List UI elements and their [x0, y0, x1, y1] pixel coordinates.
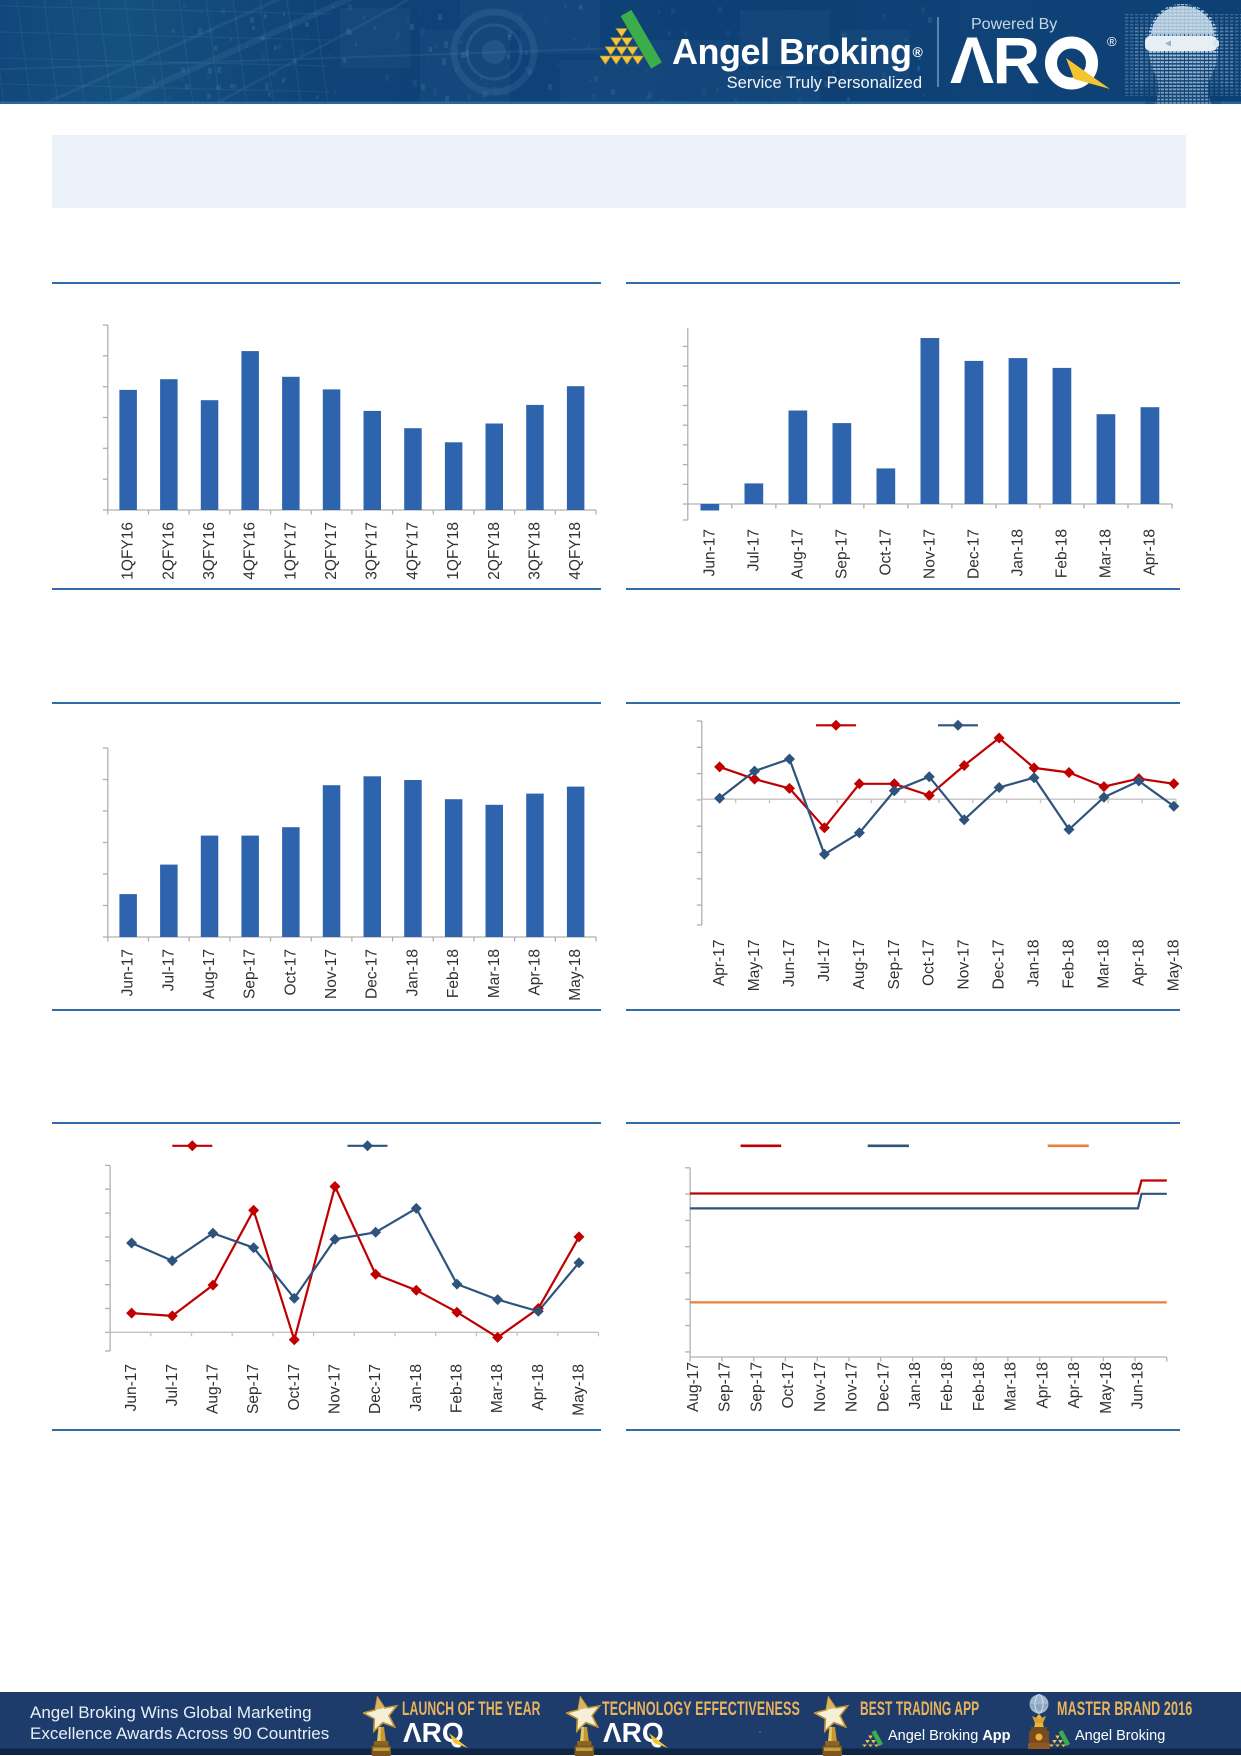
svg-text:Sep-17: Sep-17 [886, 940, 903, 990]
svg-text:Aug-17: Aug-17 [789, 529, 806, 579]
svg-text:Jun-17: Jun-17 [123, 1364, 140, 1411]
svg-text:1QFY17: 1QFY17 [282, 522, 299, 580]
svg-text:Jun-17: Jun-17 [701, 529, 718, 576]
svg-text:Feb-18: Feb-18 [448, 1364, 465, 1413]
svg-text:Jan-18: Jan-18 [404, 949, 421, 996]
svg-text:1QFY18: 1QFY18 [445, 522, 462, 580]
svg-text:Apr-18: Apr-18 [530, 1364, 547, 1411]
svg-text:Sep-17: Sep-17 [748, 1362, 765, 1412]
svg-text:Mar-18: Mar-18 [1097, 529, 1114, 578]
svg-text:Aug-17: Aug-17 [685, 1362, 702, 1412]
svg-text:Oct-17: Oct-17 [286, 1364, 303, 1411]
svg-text:Mar-18: Mar-18 [1003, 1362, 1020, 1411]
svg-text:Oct-17: Oct-17 [780, 1362, 797, 1409]
svg-text:Apr-18: Apr-18 [1141, 529, 1158, 576]
svg-text:Sep-17: Sep-17 [717, 1362, 734, 1412]
svg-text:Mar-18: Mar-18 [489, 1364, 506, 1413]
svg-text:Jan-18: Jan-18 [1026, 940, 1043, 987]
svg-text:Dec-17: Dec-17 [875, 1362, 892, 1412]
svg-text:Nov-17: Nov-17 [956, 940, 973, 990]
svg-text:Aug-17: Aug-17 [201, 949, 218, 999]
svg-text:Nov-17: Nov-17 [921, 529, 938, 579]
svg-text:3QFY17: 3QFY17 [364, 522, 381, 580]
svg-text:Nov-17: Nov-17 [812, 1362, 829, 1412]
svg-text:2QFY18: 2QFY18 [486, 522, 503, 580]
svg-text:Feb-18: Feb-18 [971, 1362, 988, 1411]
svg-text:Oct-17: Oct-17 [877, 529, 894, 576]
svg-text:Jul-17: Jul-17 [745, 529, 762, 571]
svg-text:Apr-18: Apr-18 [1034, 1362, 1051, 1409]
svg-text:Jul-17: Jul-17 [160, 949, 177, 991]
svg-text:Dec-17: Dec-17 [367, 1364, 384, 1414]
svg-text:Jun-17: Jun-17 [781, 940, 798, 987]
svg-text:Aug-17: Aug-17 [851, 940, 868, 990]
svg-text:4QFY17: 4QFY17 [404, 522, 421, 580]
svg-text:Feb-18: Feb-18 [1061, 940, 1078, 989]
svg-text:Jan-18: Jan-18 [408, 1364, 425, 1411]
svg-text:May-18: May-18 [570, 1364, 587, 1416]
svg-text:Apr-18: Apr-18 [1130, 940, 1147, 987]
svg-text:2QFY16: 2QFY16 [160, 522, 177, 580]
svg-text:4QFY16: 4QFY16 [242, 522, 259, 580]
svg-text:Jun-18: Jun-18 [1130, 1362, 1147, 1409]
svg-text:Apr-18: Apr-18 [526, 949, 543, 996]
svg-text:Apr-18: Apr-18 [1066, 1362, 1083, 1409]
svg-text:Oct-17: Oct-17 [282, 949, 299, 996]
svg-text:Feb-18: Feb-18 [1053, 529, 1070, 578]
svg-text:Aug-17: Aug-17 [204, 1364, 221, 1414]
svg-text:Sep-17: Sep-17 [242, 949, 259, 999]
svg-text:Feb-18: Feb-18 [445, 949, 462, 998]
svg-text:Sep-17: Sep-17 [245, 1364, 262, 1414]
svg-text:Dec-17: Dec-17 [965, 529, 982, 579]
svg-text:Jan-18: Jan-18 [1009, 529, 1026, 576]
svg-text:May-18: May-18 [567, 949, 584, 1001]
svg-text:Feb-18: Feb-18 [939, 1362, 956, 1411]
svg-text:4QFY18: 4QFY18 [567, 522, 584, 580]
svg-text:May-18: May-18 [1098, 1362, 1115, 1414]
svg-text:Dec-17: Dec-17 [364, 949, 381, 999]
svg-text:3QFY16: 3QFY16 [201, 522, 218, 580]
svg-text:Nov-17: Nov-17 [326, 1364, 343, 1414]
svg-text:Jul-17: Jul-17 [164, 1364, 181, 1406]
svg-text:Nov-17: Nov-17 [844, 1362, 861, 1412]
svg-text:2QFY17: 2QFY17 [323, 522, 340, 580]
svg-text:Mar-18: Mar-18 [1095, 940, 1112, 989]
svg-text:Oct-17: Oct-17 [921, 940, 938, 987]
svg-text:Sep-17: Sep-17 [833, 529, 850, 579]
svg-text:1QFY16: 1QFY16 [120, 522, 137, 580]
svg-text:Apr-17: Apr-17 [711, 940, 728, 987]
svg-text:Mar-18: Mar-18 [486, 949, 503, 998]
svg-text:May-17: May-17 [746, 940, 763, 992]
svg-text:May-18: May-18 [1165, 940, 1182, 992]
svg-text:Nov-17: Nov-17 [323, 949, 340, 999]
svg-text:®: ® [1107, 34, 1117, 49]
svg-text:Jul-17: Jul-17 [816, 940, 833, 982]
svg-text:3QFY18: 3QFY18 [526, 522, 543, 580]
svg-text:Dec-17: Dec-17 [991, 940, 1008, 990]
svg-text:Jan-18: Jan-18 [907, 1362, 924, 1409]
svg-text:Jun-17: Jun-17 [120, 949, 137, 996]
